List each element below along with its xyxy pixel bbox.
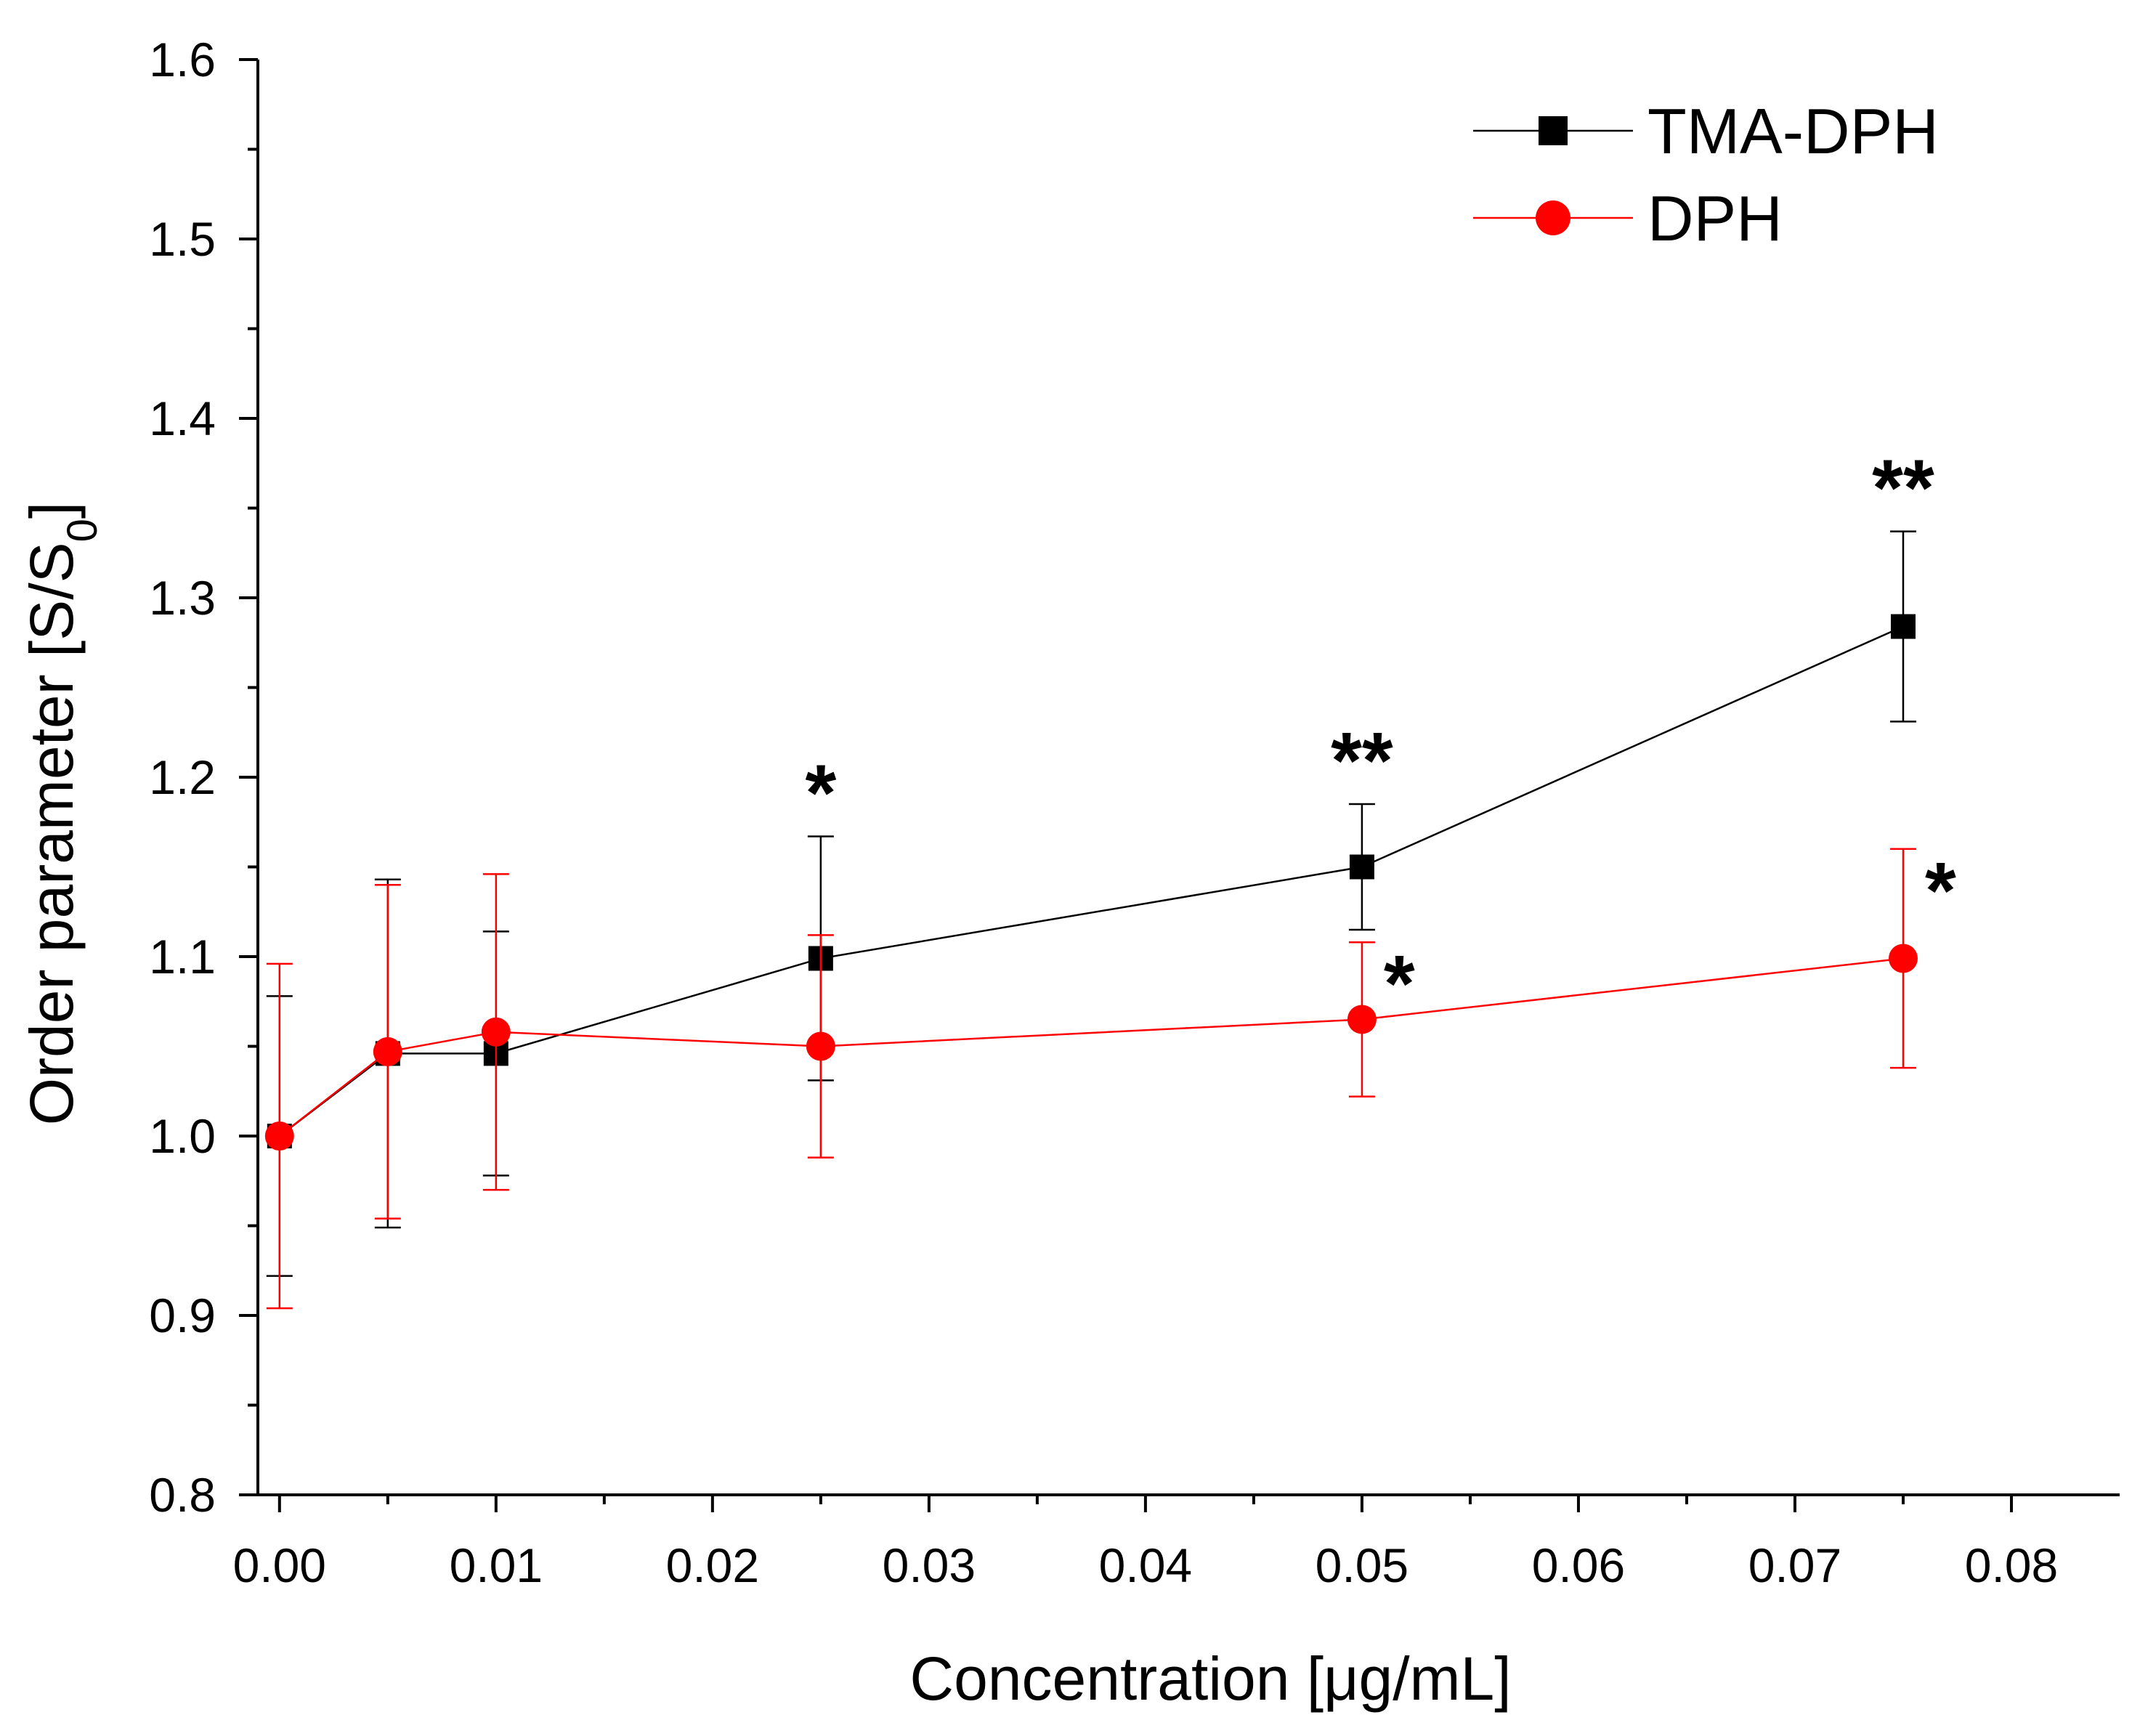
dph-point	[806, 1031, 835, 1061]
y-tick-label: 1.6	[149, 33, 216, 86]
y-tick-label: 0.9	[149, 1289, 216, 1342]
legend-label-tma-dph: TMA-DPH	[1647, 95, 1939, 167]
y-tick-label: 0.8	[149, 1468, 216, 1522]
tma-dph-point	[1349, 854, 1374, 880]
legend-marker-dph	[1536, 200, 1570, 235]
y-tick-label: 1.2	[149, 750, 216, 804]
x-tick-label: 0.00	[233, 1538, 326, 1592]
series-dph	[264, 848, 1918, 1310]
y-tick-label: 1.1	[149, 930, 216, 983]
y-tick-label: 1.3	[149, 571, 216, 625]
axes: 0.00 0.01 0.02 0.03 0.04 0.05 0.06 0.07 0.08 0.8 0…	[149, 33, 2120, 1592]
legend-label-dph: DPH	[1647, 182, 1783, 254]
y-axis-title: Order parameter [S/S0]	[17, 502, 106, 1126]
x-axis-title: Concentration [μg/mL]	[909, 1644, 1511, 1713]
x-tick-label: 0.06	[1532, 1538, 1625, 1592]
y-axis-title-main: Order parameter [S/S	[17, 542, 86, 1125]
x-tick-label: 0.05	[1316, 1538, 1409, 1592]
legend: TMA-DPH DPH	[1473, 95, 1939, 254]
dph-point	[1347, 1005, 1377, 1034]
x-tick-label: 0.04	[1099, 1538, 1192, 1592]
legend-item-dph: DPH	[1473, 182, 1783, 254]
x-tick-label: 0.02	[666, 1538, 759, 1592]
significance-layer: * ******	[805, 444, 1956, 1029]
tma-dph-significance-mark: *	[805, 749, 836, 838]
dph-point	[373, 1037, 402, 1066]
tma-dph-line	[279, 625, 1904, 1137]
x-tick-label: 0.01	[450, 1538, 543, 1592]
legend-marker-tma-dph	[1539, 116, 1568, 145]
dph-point	[1888, 944, 1918, 973]
y-tick-label: 1.5	[149, 212, 216, 266]
tma-dph-point	[1890, 614, 1916, 639]
legend-item-tma-dph: TMA-DPH	[1473, 95, 1939, 167]
y-tick-label: 1.0	[149, 1109, 216, 1163]
dph-line	[279, 957, 1904, 1137]
x-tick-label: 0.03	[883, 1538, 976, 1592]
series-tma-dph	[266, 530, 1916, 1277]
y-axis-title-subscript: 0	[59, 519, 106, 542]
dph-significance-mark: *	[1925, 846, 1956, 936]
tma-dph-significance-mark: **	[1872, 444, 1934, 533]
dph-significance-mark: *	[1384, 939, 1415, 1029]
tma-dph-significance-mark: **	[1331, 716, 1393, 806]
y-axis-title-end: ]	[17, 502, 86, 519]
y-tick-label: 1.4	[149, 392, 216, 445]
series-layer	[264, 530, 1918, 1310]
dph-point	[481, 1017, 511, 1047]
x-tick-label: 0.07	[1748, 1538, 1841, 1592]
x-tick-label: 0.08	[1965, 1538, 2058, 1592]
dph-point	[264, 1121, 294, 1151]
